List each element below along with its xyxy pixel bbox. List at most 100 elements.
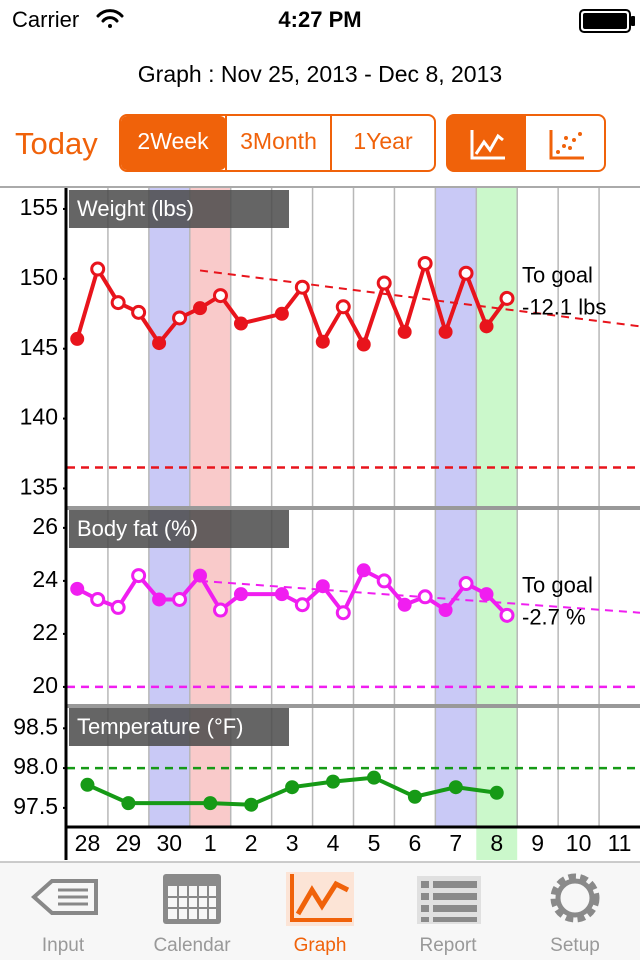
data-point xyxy=(448,780,463,795)
x-tick-label: 28 xyxy=(75,830,101,856)
data-point xyxy=(172,310,188,326)
calendar-icon xyxy=(163,874,221,924)
trend-line xyxy=(199,269,640,328)
data-point xyxy=(131,568,147,584)
data-point xyxy=(499,290,515,306)
data-point xyxy=(212,602,228,618)
data-point xyxy=(152,592,167,607)
data-point xyxy=(90,591,106,607)
tab-label[interactable]: Report xyxy=(419,935,477,956)
y-tick-label: 140 xyxy=(20,404,58,430)
x-tick-label: 3 xyxy=(286,830,299,856)
report-icon xyxy=(417,876,481,924)
y-tick-label: 20 xyxy=(32,672,58,698)
data-point xyxy=(203,796,218,811)
range-selected xyxy=(121,116,226,170)
charts: 28 29 30 1 2 3 4 5 6 7 8 9 10 11 135 140 145 150 155 To goa… xyxy=(13,188,640,860)
data-point xyxy=(131,304,147,320)
trend-line xyxy=(199,579,640,614)
panel-title: Temperature (°F) xyxy=(77,714,244,739)
data-point xyxy=(417,255,433,271)
data-point xyxy=(326,774,341,789)
carrier: Carrier xyxy=(12,7,79,32)
x-tick-label: 9 xyxy=(531,830,544,856)
data-point xyxy=(233,587,248,602)
panel-title-bg xyxy=(69,510,289,548)
panel xyxy=(67,766,640,812)
tab-labels: Input Calendar Graph Report Setup xyxy=(42,935,600,956)
x-tick-label: 29 xyxy=(116,830,142,856)
annotation: -2.7 % xyxy=(522,605,586,630)
data-point xyxy=(244,797,259,812)
y-tick-label: 24 xyxy=(32,566,58,592)
tab-label[interactable]: Input xyxy=(42,935,85,956)
data-point xyxy=(376,573,392,589)
data-point xyxy=(294,279,310,295)
wifi-icon xyxy=(96,9,124,28)
y-tick-label: 155 xyxy=(20,194,58,220)
annotation: To goal xyxy=(522,573,593,598)
data-point xyxy=(70,331,85,346)
data-point xyxy=(172,591,188,607)
data-point xyxy=(80,777,95,792)
data-point xyxy=(90,261,106,277)
data-point xyxy=(315,579,330,594)
annotation: To goal xyxy=(522,262,593,287)
data-point xyxy=(489,785,504,800)
x-tick-label: 2 xyxy=(245,830,258,856)
data-point xyxy=(110,599,126,615)
panel-title: Weight (lbs) xyxy=(77,196,194,221)
annotation: -12.1 lbs xyxy=(522,294,606,319)
scatter-view-button[interactable] xyxy=(549,130,584,160)
panel-title: Body fat (%) xyxy=(77,516,198,541)
data-point xyxy=(193,301,208,316)
data-point xyxy=(212,288,228,304)
view-control xyxy=(446,114,606,172)
header-title: Graph : Nov 25, 2013 - Dec 8, 2013 xyxy=(138,61,502,87)
tab-label[interactable]: Graph xyxy=(294,935,347,956)
data-point xyxy=(294,597,310,613)
data-point xyxy=(233,316,248,331)
y-tick-label: 135 xyxy=(20,474,58,500)
battery-icon xyxy=(579,9,635,33)
series-line xyxy=(86,775,498,807)
data-point xyxy=(285,780,300,795)
range-button[interactable]: 3Month xyxy=(240,128,317,154)
today-button[interactable]: Today xyxy=(15,126,98,161)
x-tick-label: 11 xyxy=(608,830,632,856)
data-point xyxy=(356,337,371,352)
x-tick-label: 8 xyxy=(490,830,503,856)
data-point xyxy=(417,589,433,605)
data-point xyxy=(274,306,289,321)
data-point xyxy=(193,568,208,583)
range-control: 2Week 3Month 1Year xyxy=(119,114,436,172)
y-tick-label: 26 xyxy=(32,513,58,539)
panel-title-bg xyxy=(69,708,289,746)
range-button[interactable]: 2Week xyxy=(137,128,209,154)
y-tick-label: 98.5 xyxy=(13,713,58,739)
line-icon xyxy=(470,130,505,160)
x-tick-label: 4 xyxy=(327,830,340,856)
x-tick-label: 5 xyxy=(368,830,381,856)
tab-label[interactable]: Setup xyxy=(550,935,600,956)
column-highlight xyxy=(476,188,518,860)
data-point xyxy=(335,605,351,621)
panel-title-bg xyxy=(69,190,289,228)
y-tick-label: 22 xyxy=(32,619,58,645)
x-tick-label: 30 xyxy=(157,830,183,856)
clock: 4:27 PM xyxy=(278,7,361,32)
panel xyxy=(67,255,640,469)
y-tick-label: 145 xyxy=(20,334,58,360)
data-point xyxy=(438,603,453,618)
x-tick-label: 6 xyxy=(408,830,421,856)
tab-label[interactable]: Calendar xyxy=(153,935,231,956)
range-button[interactable]: 1Year xyxy=(353,128,413,154)
setup-icon xyxy=(550,873,600,923)
data-point xyxy=(458,265,474,281)
panel xyxy=(67,563,640,689)
data-point xyxy=(397,597,412,612)
data-point xyxy=(458,576,474,592)
data-point xyxy=(315,334,330,349)
data-point xyxy=(335,299,351,315)
data-point xyxy=(376,275,392,291)
